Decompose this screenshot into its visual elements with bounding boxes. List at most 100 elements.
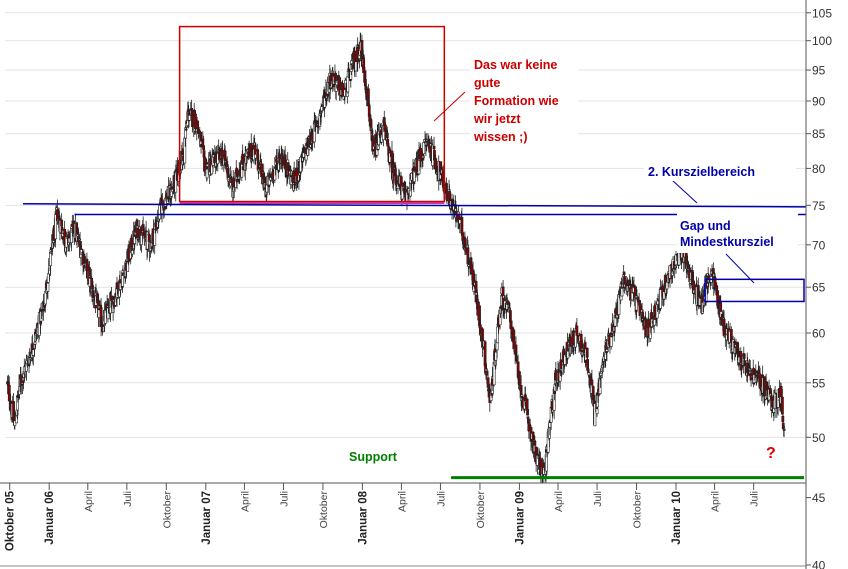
candle-body bbox=[102, 326, 106, 332]
candle-body bbox=[16, 396, 20, 398]
candle-body bbox=[486, 377, 490, 388]
candle-body bbox=[188, 115, 191, 121]
formation-label-line: Das war keine bbox=[474, 58, 557, 72]
x-tick-label: Januar 07 bbox=[201, 491, 213, 545]
candle-body bbox=[466, 247, 470, 265]
candle-body bbox=[385, 132, 389, 139]
candle-body bbox=[121, 275, 124, 287]
y-tick-label: 75 bbox=[812, 199, 826, 213]
x-tick-label: Oktober bbox=[318, 491, 330, 529]
y-tick-label: 65 bbox=[812, 281, 826, 295]
candle-body bbox=[512, 329, 516, 350]
candle-body bbox=[31, 349, 35, 356]
candle-body bbox=[140, 235, 143, 245]
candle-body bbox=[421, 158, 425, 161]
y-tick-label: 50 bbox=[812, 431, 826, 445]
candle-body bbox=[412, 163, 416, 182]
x-tick-label: Juli bbox=[749, 491, 761, 507]
candle-body bbox=[82, 253, 86, 268]
candle-body bbox=[518, 379, 522, 385]
candle-body bbox=[485, 371, 489, 376]
candle-body bbox=[674, 265, 677, 269]
candle-body bbox=[147, 234, 151, 242]
candle-body bbox=[96, 299, 100, 302]
target-zone-leader-line bbox=[671, 179, 698, 204]
candle-body bbox=[623, 276, 626, 289]
candle-body bbox=[131, 250, 134, 255]
candle-body bbox=[205, 168, 209, 179]
y-tick-label: 55 bbox=[812, 376, 826, 390]
candle-body bbox=[599, 376, 602, 379]
question-mark: ? bbox=[766, 445, 776, 462]
x-tick-label: Januar 06 bbox=[44, 491, 56, 545]
candle-body bbox=[641, 311, 644, 322]
candle-body bbox=[184, 127, 188, 139]
candle-body bbox=[196, 120, 200, 129]
candle-body bbox=[686, 261, 689, 268]
gap-leader-line bbox=[725, 253, 755, 284]
x-tick-label: April bbox=[710, 491, 722, 512]
candle-body bbox=[386, 139, 390, 147]
candle-body bbox=[514, 344, 518, 355]
x-tick-label: Januar 10 bbox=[671, 491, 683, 545]
candle-body bbox=[515, 359, 519, 362]
candle-body bbox=[781, 396, 784, 415]
question-label-bg bbox=[758, 438, 804, 472]
y-tick-label: 105 bbox=[812, 6, 832, 20]
candle-body bbox=[671, 270, 674, 276]
candle-body bbox=[60, 219, 64, 227]
candle-body bbox=[719, 302, 723, 320]
candle-body bbox=[401, 182, 405, 187]
candle-body bbox=[346, 76, 350, 93]
candle-body bbox=[46, 282, 50, 292]
candle-body bbox=[520, 394, 524, 397]
candle-body bbox=[494, 351, 498, 361]
candle-body bbox=[605, 349, 609, 352]
formation-label-bg bbox=[470, 55, 578, 149]
candle-body bbox=[506, 301, 510, 305]
candle-body bbox=[644, 318, 647, 321]
candle-body bbox=[349, 64, 353, 72]
candle-body bbox=[508, 308, 511, 310]
y-tick-label: 70 bbox=[812, 238, 826, 252]
x-tick-label: Oktober 05 bbox=[5, 490, 17, 551]
candle-body bbox=[665, 281, 669, 290]
candle-body bbox=[422, 142, 426, 155]
candle-layer bbox=[6, 32, 786, 485]
candle-body bbox=[781, 415, 785, 423]
candle-body bbox=[57, 215, 61, 218]
x-tick-label: April bbox=[396, 491, 408, 512]
candle-body bbox=[598, 379, 602, 394]
candle-body bbox=[599, 372, 603, 376]
x-tick-label: Oktober bbox=[475, 491, 487, 529]
x-tick-label: Juli bbox=[592, 491, 604, 507]
candle-body bbox=[91, 285, 94, 290]
candle-body bbox=[687, 267, 691, 270]
formation-label-line: wir jetzt bbox=[473, 112, 521, 126]
candle-body bbox=[299, 156, 303, 173]
candle-body bbox=[91, 290, 95, 298]
candle-body bbox=[315, 120, 319, 122]
candle-body bbox=[432, 146, 436, 150]
annotation-layer: Das war keine gute Formation wie wir jetzt w… bbox=[23, 25, 807, 480]
candle-body bbox=[586, 368, 590, 372]
x-tick-label: April bbox=[553, 491, 565, 512]
x-tick-label: April bbox=[83, 491, 95, 512]
y-tick-label: 60 bbox=[812, 326, 826, 340]
target-zone-label: 2. Kurszielbereich bbox=[648, 165, 755, 179]
y-tick-label: 45 bbox=[812, 491, 826, 505]
candle-body bbox=[526, 416, 530, 419]
candle-body bbox=[54, 214, 58, 240]
x-axis-band bbox=[0, 483, 806, 569]
candle-body bbox=[76, 234, 80, 237]
candle-body bbox=[742, 353, 746, 359]
candle-body bbox=[536, 454, 540, 456]
candle-body bbox=[782, 426, 786, 428]
x-tick-label: Juli bbox=[122, 491, 134, 507]
candle-body bbox=[319, 111, 323, 113]
candle-body bbox=[620, 288, 624, 297]
y-tick-label: 85 bbox=[812, 127, 826, 141]
candle-body bbox=[7, 384, 11, 402]
